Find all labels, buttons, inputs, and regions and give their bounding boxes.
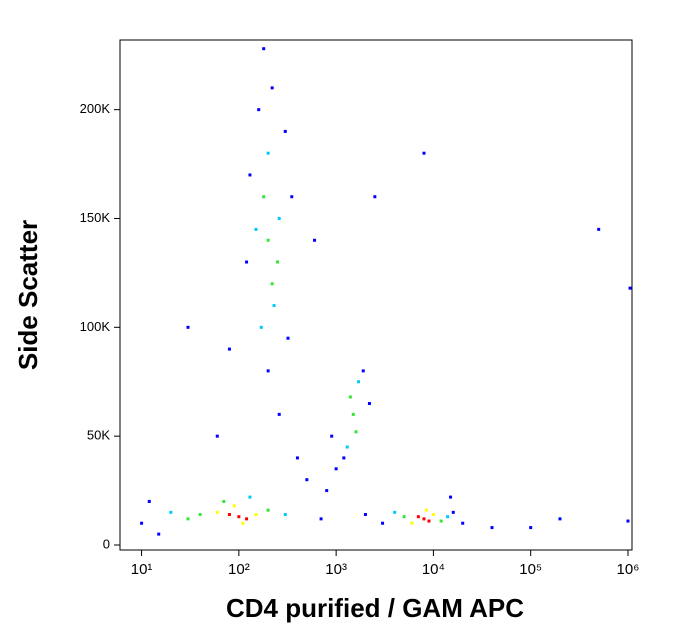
point	[227, 513, 231, 517]
point	[290, 195, 294, 199]
point	[276, 260, 280, 264]
point	[270, 86, 274, 90]
point	[277, 412, 281, 416]
y-tick-label: 100K	[80, 319, 111, 334]
point	[222, 499, 226, 503]
point	[425, 508, 429, 512]
point	[266, 369, 270, 373]
point	[354, 430, 358, 434]
point	[272, 304, 276, 308]
point	[245, 260, 249, 264]
point	[248, 173, 252, 177]
x-tick-label: 10²	[228, 561, 250, 578]
point	[227, 347, 231, 351]
point	[427, 519, 431, 523]
point	[295, 456, 299, 460]
y-tick-label: 0	[103, 536, 110, 551]
point	[248, 495, 252, 499]
point	[410, 521, 414, 525]
x-axis-title: CD4 purified / GAM APC	[226, 593, 524, 623]
point	[286, 336, 290, 340]
point	[186, 325, 190, 329]
point	[416, 515, 420, 519]
point	[422, 517, 426, 521]
y-tick-label: 50K	[87, 428, 110, 443]
point	[628, 286, 632, 290]
point	[257, 108, 261, 112]
x-tick-label: 10¹	[131, 561, 153, 578]
point	[330, 434, 334, 438]
point	[270, 282, 274, 286]
point	[446, 515, 450, 519]
point	[232, 504, 236, 508]
point	[237, 515, 241, 519]
plot-frame	[119, 39, 633, 551]
point	[361, 369, 365, 373]
point	[558, 517, 562, 521]
x-tick-label: 10⁶	[617, 561, 640, 578]
x-tick-label: 10³	[325, 561, 347, 578]
x-tick-label: 10⁴	[422, 561, 445, 578]
point	[283, 513, 287, 517]
point	[266, 151, 270, 155]
y-tick-label: 200K	[80, 101, 111, 116]
point	[334, 467, 338, 471]
point	[254, 227, 258, 231]
point	[313, 238, 317, 242]
point	[169, 510, 173, 514]
point	[259, 325, 263, 329]
point	[439, 519, 443, 523]
point	[254, 513, 258, 517]
y-axis-title: Side Scatter	[13, 220, 43, 370]
point	[363, 513, 367, 517]
point	[348, 395, 352, 399]
point	[381, 521, 385, 525]
point	[345, 445, 349, 449]
point	[277, 216, 281, 220]
point	[215, 434, 219, 438]
point	[140, 521, 144, 525]
point	[449, 495, 453, 499]
point	[266, 238, 270, 242]
point	[461, 521, 465, 525]
point	[431, 513, 435, 517]
point	[266, 508, 270, 512]
y-tick-label: 150K	[80, 210, 111, 225]
point	[198, 513, 202, 517]
point	[451, 510, 455, 514]
point	[147, 499, 151, 503]
point	[342, 456, 346, 460]
point	[245, 517, 249, 521]
point	[241, 521, 245, 525]
point	[393, 510, 397, 514]
point	[319, 517, 323, 521]
point	[529, 526, 533, 530]
point	[157, 532, 161, 536]
point	[597, 227, 601, 231]
point	[490, 526, 494, 530]
point	[367, 402, 371, 406]
point	[186, 517, 190, 521]
point	[373, 195, 377, 199]
point	[626, 519, 630, 523]
point	[351, 412, 355, 416]
x-tick-label: 10⁵	[519, 561, 542, 578]
point	[262, 47, 266, 51]
point	[305, 478, 309, 482]
point	[262, 195, 266, 199]
point	[357, 380, 361, 384]
point	[325, 489, 329, 493]
point	[215, 510, 219, 514]
point	[422, 151, 426, 155]
point	[402, 515, 406, 519]
point	[283, 129, 287, 133]
